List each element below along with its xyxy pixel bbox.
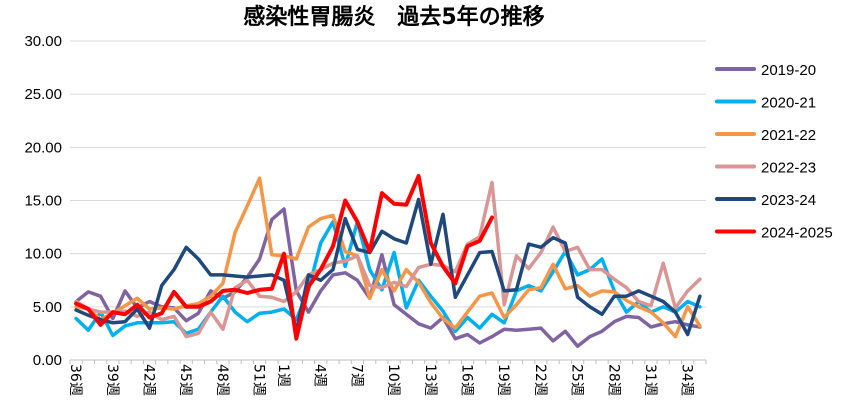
legend-label: 2022-23 [761, 160, 816, 177]
legend-label: 2024-2025 [761, 225, 833, 242]
legend-label: 2019-20 [761, 62, 816, 79]
series-line-2024-2025 [74, 174, 494, 341]
x-tick-label: 45週 [177, 364, 193, 396]
y-axis-ticks: 0.00 5.00 10.00 15.00 20.00 25.00 30.00 [24, 33, 62, 369]
gridlines [69, 40, 707, 364]
x-tick-label: 16週 [459, 364, 475, 396]
y-tick-label: 20.00 [24, 139, 62, 156]
x-tick-label: 1週 [275, 364, 291, 387]
x-tick-label: 48週 [214, 364, 230, 396]
x-tick-label: 28週 [605, 364, 621, 396]
x-tick-label: 42週 [141, 364, 157, 396]
y-tick-label: 5.00 [33, 299, 62, 316]
x-tick-label: 4週 [312, 364, 328, 387]
x-tick-label: 39週 [104, 364, 120, 396]
legend-label: 2020-21 [761, 95, 816, 112]
series-line-2022-23 [74, 180, 702, 339]
series-lines [74, 174, 702, 348]
x-tick-label: 51週 [251, 364, 267, 396]
x-tick-label: 19週 [495, 364, 511, 396]
y-tick-label: 30.00 [24, 33, 62, 50]
x-tick-label: 34週 [679, 364, 695, 396]
legend-label: 2021-22 [761, 127, 816, 144]
legend-label: 2023-24 [761, 192, 816, 209]
legend: 2019-20 2020-21 2021-22 2022-23 2023-24 2024-… [715, 62, 833, 242]
y-tick-label: 25.00 [24, 86, 62, 103]
chart-title: 感染性胃腸炎 過去5年の推移 [243, 4, 544, 30]
x-tick-label: 36週 [67, 364, 83, 396]
series-line-2021-22 [74, 176, 702, 339]
y-tick-label: 0.00 [33, 352, 62, 369]
x-tick-label: 31週 [642, 364, 658, 396]
x-tick-label: 25週 [569, 364, 585, 396]
x-tick-label: 10週 [385, 364, 401, 396]
x-axis-ticks: 36週 39週 42週 45週 48週 51週 1週 4週 7週 10週 13週 16週 19週 22週 2… [67, 364, 695, 396]
x-tick-label: 13週 [422, 364, 438, 396]
x-tick-label: 7週 [348, 364, 364, 387]
x-tick-label: 22週 [532, 364, 548, 396]
series-line-2023-24 [74, 197, 702, 337]
y-tick-label: 15.00 [24, 193, 62, 210]
y-tick-label: 10.00 [24, 246, 62, 263]
